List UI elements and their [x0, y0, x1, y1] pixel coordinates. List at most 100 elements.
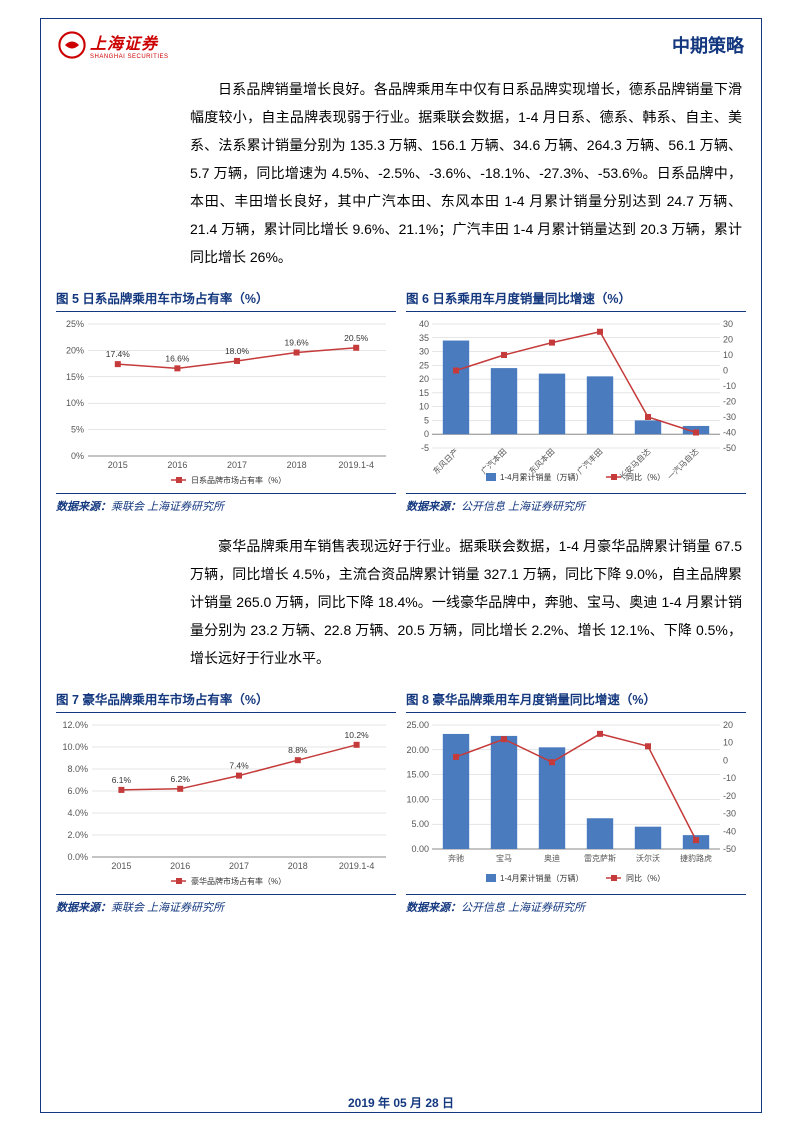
- chart-7-container: 图 7 豪华品牌乘用车市场占有率（%） 0.0%2.0%4.0%6.0%8.0%…: [56, 687, 396, 915]
- source-label: 数据来源：: [56, 902, 111, 914]
- svg-text:20.00: 20.00: [406, 745, 429, 755]
- chart-8-container: 图 8 豪华品牌乘用车月度销量同比增速（%） 0.005.0010.0015.0…: [406, 687, 746, 915]
- svg-text:-30: -30: [723, 412, 736, 422]
- svg-text:0: 0: [424, 429, 429, 439]
- svg-text:2018: 2018: [288, 861, 308, 871]
- svg-text:东风本田: 东风本田: [527, 446, 557, 476]
- svg-text:17.4%: 17.4%: [106, 349, 131, 359]
- svg-text:-40: -40: [723, 826, 736, 836]
- svg-text:奔驰: 奔驰: [448, 853, 464, 863]
- svg-text:6.1%: 6.1%: [112, 775, 132, 785]
- svg-text:20%: 20%: [66, 345, 84, 355]
- source-label: 数据来源：: [56, 501, 111, 513]
- svg-text:宝马: 宝马: [496, 853, 512, 863]
- svg-text:0.00: 0.00: [411, 844, 429, 854]
- chart-6-svg: -50510152025303540-50-40-30-20-100102030…: [406, 316, 746, 486]
- svg-text:日系品牌市场占有率（%）: 日系品牌市场占有率（%）: [191, 475, 286, 485]
- chart-8-svg: 0.005.0010.0015.0020.0025.00-50-40-30-20…: [406, 717, 746, 887]
- chart-5-container: 图 5 日系品牌乘用车市场占有率（%） 0%5%10%15%20%25%2015…: [56, 286, 396, 514]
- svg-text:8.8%: 8.8%: [288, 745, 308, 755]
- svg-text:30: 30: [419, 347, 429, 357]
- svg-text:20: 20: [419, 374, 429, 384]
- footer-date: 2019 年 05 月 28 日: [0, 1094, 802, 1111]
- svg-text:-50: -50: [723, 443, 736, 453]
- report-type: 中期策略: [672, 32, 744, 58]
- svg-text:-10: -10: [723, 773, 736, 783]
- svg-text:10: 10: [419, 402, 429, 412]
- svg-text:15%: 15%: [66, 372, 84, 382]
- chart-5-source: 数据来源：乘联会 上海证券研究所: [56, 493, 396, 514]
- svg-text:16.6%: 16.6%: [165, 353, 190, 363]
- svg-text:15: 15: [419, 388, 429, 398]
- svg-text:一汽马自达: 一汽马自达: [665, 446, 700, 481]
- svg-text:豪华品牌市场占有率（%）: 豪华品牌市场占有率（%）: [191, 876, 286, 886]
- chart-5-svg: 0%5%10%15%20%25%20152016201720182019.1-4…: [56, 316, 396, 486]
- svg-text:捷豹路虎: 捷豹路虎: [680, 853, 712, 863]
- chart-8-source: 数据来源：公开信息 上海证券研究所: [406, 894, 746, 915]
- svg-text:-20: -20: [723, 791, 736, 801]
- svg-text:-30: -30: [723, 809, 736, 819]
- svg-text:19.6%: 19.6%: [285, 338, 310, 348]
- svg-text:0: 0: [723, 755, 728, 765]
- svg-text:30: 30: [723, 319, 733, 329]
- report-page: 上海证券 SHANGHAI SECURITIES 中期策略 日系品牌销量增长良好…: [0, 0, 802, 1133]
- svg-text:20.5%: 20.5%: [344, 333, 369, 343]
- svg-text:同比（%）: 同比（%）: [626, 472, 665, 482]
- svg-text:2016: 2016: [170, 861, 190, 871]
- svg-text:2.0%: 2.0%: [67, 830, 88, 840]
- source-text: 公开信息 上海证券研究所: [461, 501, 585, 513]
- svg-text:25.00: 25.00: [406, 720, 429, 730]
- company-subtitle: SHANGHAI SECURITIES: [90, 54, 169, 60]
- svg-text:20: 20: [723, 720, 733, 730]
- svg-text:15.00: 15.00: [406, 770, 429, 780]
- source-text: 乘联会 上海证券研究所: [111, 902, 224, 914]
- svg-text:-10: -10: [723, 381, 736, 391]
- svg-text:2019.1-4: 2019.1-4: [338, 460, 374, 470]
- svg-text:6.0%: 6.0%: [67, 786, 88, 796]
- source-text: 乘联会 上海证券研究所: [111, 501, 224, 513]
- svg-text:1-4月累计销量（万辆）: 1-4月累计销量（万辆）: [500, 472, 584, 482]
- page-header: 上海证券 SHANGHAI SECURITIES 中期策略: [50, 30, 752, 65]
- svg-text:-20: -20: [723, 397, 736, 407]
- svg-text:40: 40: [419, 319, 429, 329]
- chart-7-title: 图 7 豪华品牌乘用车市场占有率（%）: [56, 687, 396, 713]
- svg-text:5.00: 5.00: [411, 819, 429, 829]
- svg-text:0%: 0%: [71, 451, 84, 461]
- svg-text:沃尔沃: 沃尔沃: [636, 853, 660, 863]
- svg-text:奥迪: 奥迪: [544, 853, 560, 863]
- chart-7-svg: 0.0%2.0%4.0%6.0%8.0%10.0%12.0%2015201620…: [56, 717, 396, 887]
- svg-text:7.4%: 7.4%: [229, 761, 249, 771]
- source-label: 数据来源：: [406, 501, 461, 513]
- svg-text:0: 0: [723, 366, 728, 376]
- paragraph-1: 日系品牌销量增长良好。各品牌乘用车中仅有日系品牌实现增长，德系品牌销量下滑幅度较…: [50, 75, 752, 271]
- svg-text:10: 10: [723, 738, 733, 748]
- svg-text:25: 25: [419, 360, 429, 370]
- chart-6-container: 图 6 日系乘用车月度销量同比增速（%） -50510152025303540-…: [406, 286, 746, 514]
- svg-text:4.0%: 4.0%: [67, 808, 88, 818]
- svg-text:2017: 2017: [227, 460, 247, 470]
- charts-row-2: 图 7 豪华品牌乘用车市场占有率（%） 0.0%2.0%4.0%6.0%8.0%…: [50, 687, 752, 915]
- svg-text:2017: 2017: [229, 861, 249, 871]
- svg-text:10: 10: [723, 350, 733, 360]
- svg-text:5: 5: [424, 415, 429, 425]
- svg-text:-40: -40: [723, 428, 736, 438]
- company-name: 上海证券: [90, 30, 169, 54]
- chart-6-title: 图 6 日系乘用车月度销量同比增速（%）: [406, 286, 746, 312]
- charts-row-1: 图 5 日系品牌乘用车市场占有率（%） 0%5%10%15%20%25%2015…: [50, 286, 752, 514]
- paragraph-2: 豪华品牌乘用车销售表现远好于行业。据乘联会数据，1-4 月豪华品牌累计销量 67…: [50, 532, 752, 672]
- svg-text:5%: 5%: [71, 425, 84, 435]
- svg-text:10.00: 10.00: [406, 794, 429, 804]
- svg-text:20: 20: [723, 335, 733, 345]
- svg-text:广汽本田: 广汽本田: [479, 446, 509, 476]
- source-text: 公开信息 上海证券研究所: [461, 902, 585, 914]
- logo-icon: [58, 31, 86, 59]
- svg-text:东风日产: 东风日产: [431, 446, 461, 476]
- svg-text:-5: -5: [421, 443, 429, 453]
- svg-text:同比（%）: 同比（%）: [626, 873, 665, 883]
- chart-7-source: 数据来源：乘联会 上海证券研究所: [56, 894, 396, 915]
- svg-text:2016: 2016: [167, 460, 187, 470]
- svg-text:18.0%: 18.0%: [225, 346, 250, 356]
- svg-text:12.0%: 12.0%: [62, 720, 88, 730]
- svg-text:1-4月累计销量（万辆）: 1-4月累计销量（万辆）: [500, 873, 584, 883]
- svg-text:35: 35: [419, 333, 429, 343]
